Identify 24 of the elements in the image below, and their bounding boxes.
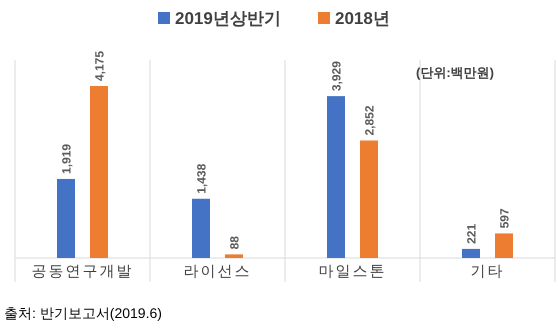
bar (360, 140, 378, 258)
data-label: 221 (464, 224, 478, 244)
source-note: 출처: 반기보고서(2019.6) (4, 305, 162, 321)
text: (단위:백만원) (416, 65, 494, 80)
bar (462, 248, 480, 258)
legend-label: 2019년상반기 (175, 9, 281, 28)
bar (225, 254, 243, 258)
bar (192, 198, 210, 258)
data-label: 88 (228, 236, 242, 250)
legend-label: 2018년 (335, 9, 390, 28)
bar (327, 96, 345, 258)
x-tick-label: 라이선스 (184, 263, 252, 280)
data-label: 1,438 (194, 163, 208, 194)
data-label: 1,919 (60, 144, 74, 174)
data-label: 4,175 (92, 50, 106, 81)
data-label: 3,929 (330, 60, 344, 92)
x-tick-label: 마일스톤 (318, 263, 386, 280)
data-label: 2,852 (362, 105, 376, 136)
x-tick-label: 기타 (470, 263, 504, 280)
bar (495, 233, 513, 258)
bar (57, 178, 75, 258)
x-tick-label: 공동연구개발 (32, 263, 134, 280)
bar (90, 86, 108, 258)
data-label: 597 (498, 208, 512, 228)
